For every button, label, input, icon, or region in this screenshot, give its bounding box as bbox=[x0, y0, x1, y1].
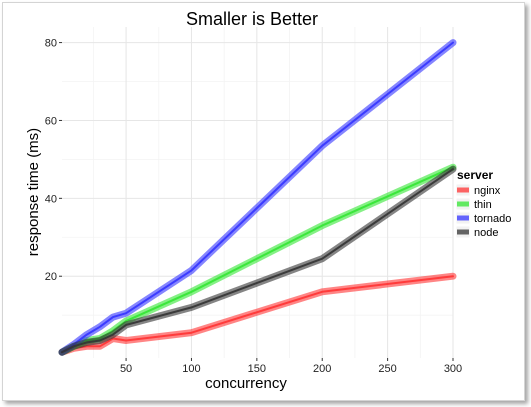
y-axis-ticks: 20 40 60 80 bbox=[45, 38, 62, 283]
series-line-core-node bbox=[61, 168, 454, 354]
y-tick-label: 80 bbox=[45, 38, 57, 50]
chart-title: Smaller is Better bbox=[186, 9, 318, 29]
x-tick-label: 300 bbox=[444, 363, 462, 375]
legend-label-thin: thin bbox=[474, 199, 492, 211]
x-axis-ticks: 50 100 150 200 250 300 bbox=[120, 358, 462, 375]
series-line-core-tornado bbox=[61, 41, 454, 354]
y-tick-label: 20 bbox=[45, 271, 57, 283]
legend-label-node: node bbox=[474, 227, 498, 239]
y-tick-label: 60 bbox=[45, 115, 57, 127]
y-axis-label: response time (ms) bbox=[25, 128, 42, 256]
x-axis-label: concurrency bbox=[205, 375, 287, 392]
legend-label-tornado: tornado bbox=[474, 213, 511, 225]
legend-title: server bbox=[457, 168, 493, 182]
x-tick-label: 100 bbox=[182, 363, 200, 375]
x-tick-label: 50 bbox=[120, 363, 132, 375]
x-tick-label: 150 bbox=[248, 363, 266, 375]
legend: server nginx thin tornado node bbox=[455, 168, 511, 239]
y-tick-label: 40 bbox=[45, 193, 57, 205]
x-tick-label: 200 bbox=[313, 363, 331, 375]
series-layer bbox=[58, 39, 457, 356]
x-tick-label: 250 bbox=[378, 363, 396, 375]
legend-label-nginx: nginx bbox=[474, 185, 501, 197]
